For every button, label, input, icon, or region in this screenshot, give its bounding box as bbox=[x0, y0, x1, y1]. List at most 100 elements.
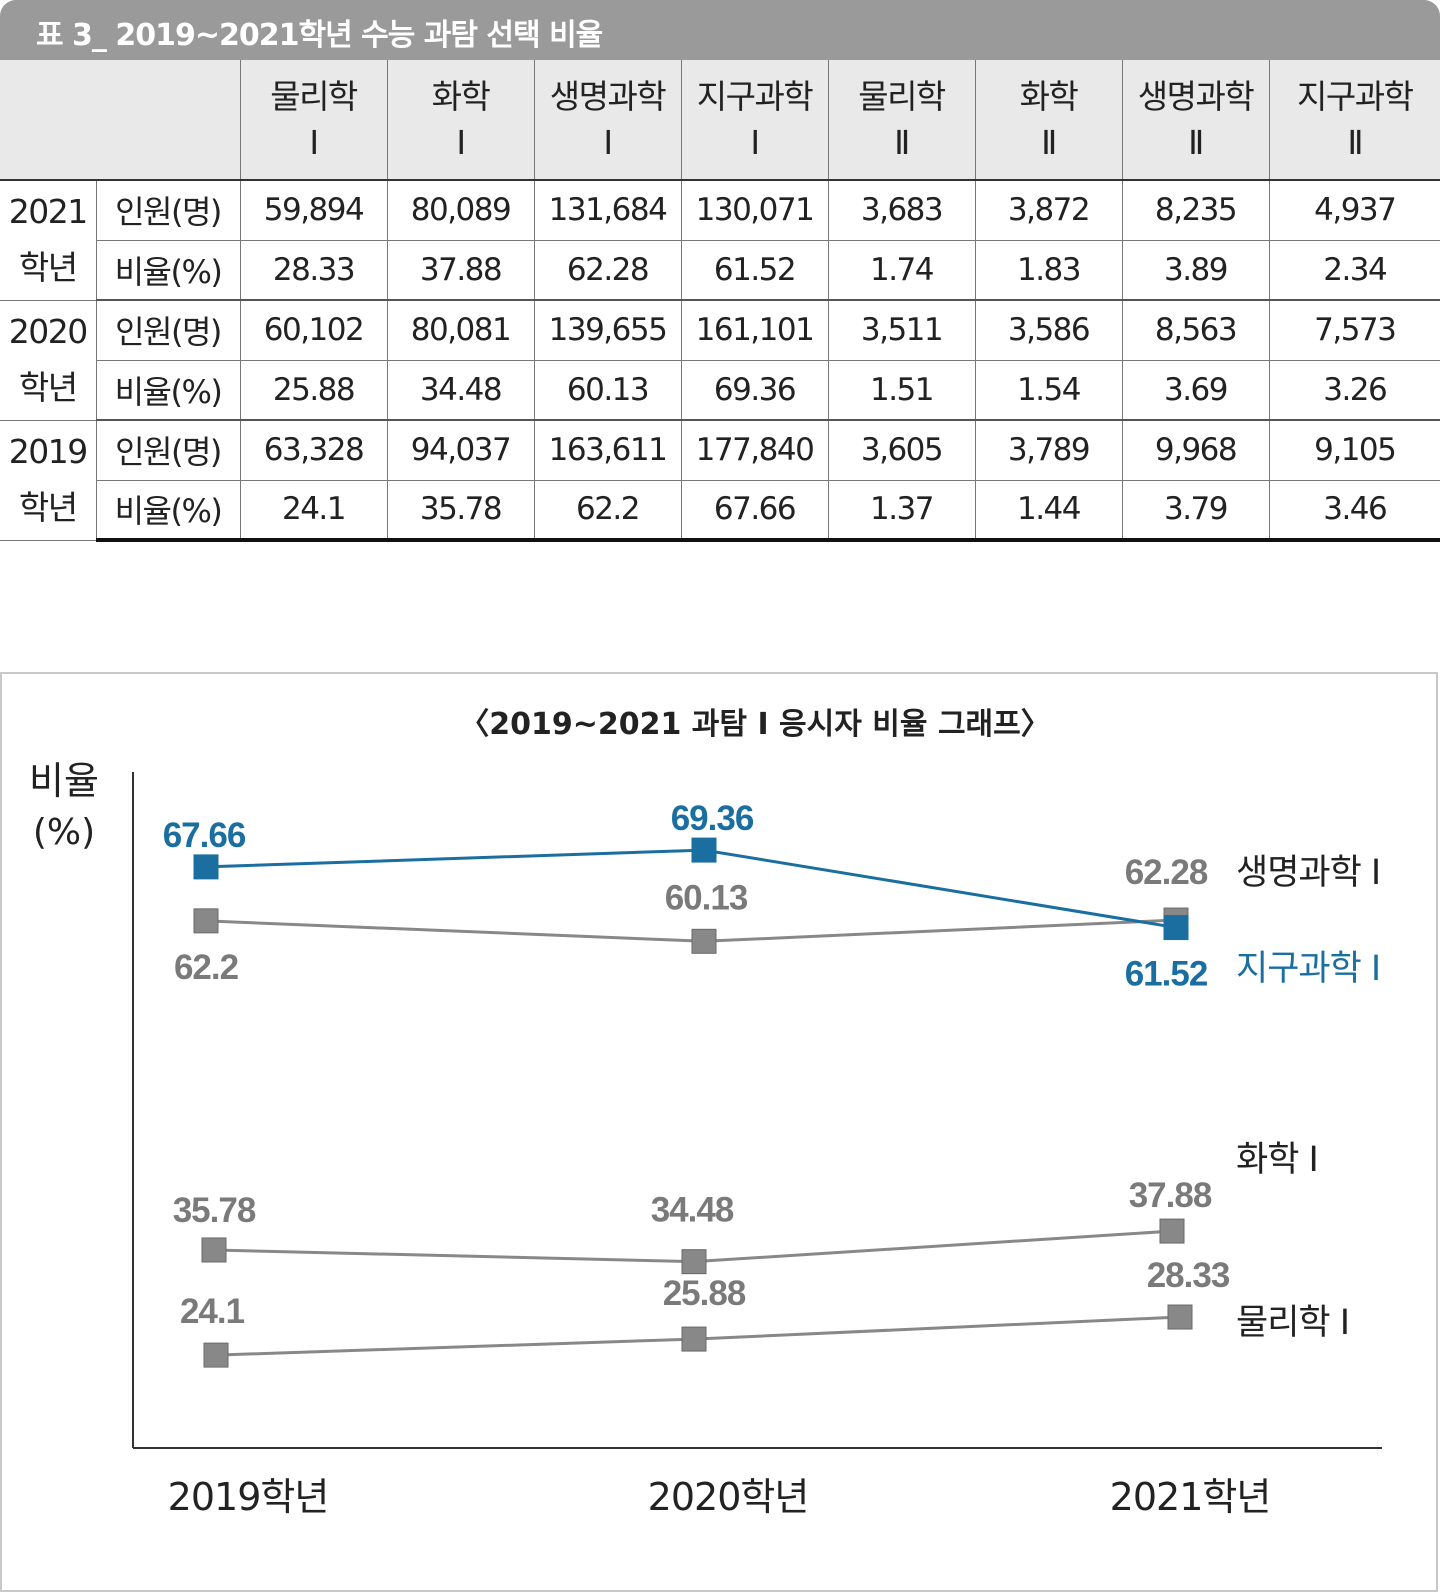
table-cell: 80,081 bbox=[386, 300, 534, 361]
table-cell: 24.1 bbox=[239, 480, 387, 542]
table-cell: 1.37 bbox=[827, 480, 975, 542]
table-cell: 3.79 bbox=[1121, 480, 1269, 542]
table-cell: 69.36 bbox=[680, 360, 828, 421]
table-cell: 3,586 bbox=[974, 300, 1122, 361]
table-cell: 139,655 bbox=[533, 300, 681, 361]
year-cell: 2019 학년 bbox=[0, 420, 96, 541]
row-label: 비율(%) bbox=[95, 480, 240, 542]
header-cell: 물리학 Ⅱ bbox=[827, 60, 975, 181]
table-title-bar: 표 3_ 2019~2021학년 수능 과탐 선택 비율 bbox=[0, 0, 1440, 60]
table-row: 비율(%) 25.88 34.48 60.13 69.36 1.51 1.54 3.69 3.2… bbox=[0, 360, 1440, 421]
table-cell: 63,328 bbox=[239, 420, 387, 481]
data-value-label: 60.13 bbox=[665, 878, 748, 917]
table-cell: 3,605 bbox=[827, 420, 975, 481]
header-cell: 생명과학 Ⅱ bbox=[1121, 60, 1269, 181]
table-cell: 9,968 bbox=[1121, 420, 1269, 481]
data-point-marker bbox=[681, 1326, 707, 1352]
table-cell: 161,101 bbox=[680, 300, 828, 361]
header-cell: 지구과학 Ⅱ bbox=[1268, 60, 1440, 181]
table-cell: 3.26 bbox=[1268, 360, 1440, 421]
table-row: 2019 학년 인원(명) 63,328 94,037 163,611 177,840 3,6… bbox=[0, 420, 1440, 541]
table-cell: 177,840 bbox=[680, 420, 828, 481]
data-value-label: 62.28 bbox=[1125, 853, 1208, 892]
row-label: 인원(명) bbox=[95, 300, 240, 361]
data-point-marker bbox=[203, 1342, 229, 1368]
year-suffix: 학년 bbox=[18, 368, 78, 407]
data-point-marker bbox=[691, 837, 717, 863]
header-cell: 물리학 Ⅰ bbox=[239, 60, 387, 181]
year-cell: 2021 학년 bbox=[0, 180, 96, 301]
series-name-label: 물리학 Ⅰ bbox=[1236, 1303, 1349, 1343]
table-cell: 59,894 bbox=[239, 180, 387, 241]
ratio-table: 물리학 Ⅰ 화학 Ⅰ 생명과학 Ⅰ 지구과학 Ⅰ 물리학 Ⅱ 화학 Ⅱ 생명과학 Ⅱ 지구과학… bbox=[0, 60, 1440, 542]
data-value-label: 67.66 bbox=[163, 816, 246, 855]
data-value-label: 62.2 bbox=[174, 948, 239, 987]
table-cell: 1.74 bbox=[827, 240, 975, 301]
header-cell: 지구과학 Ⅰ bbox=[680, 60, 828, 181]
table-cell: 94,037 bbox=[386, 420, 534, 481]
header-cell: 생명과학 Ⅰ bbox=[533, 60, 681, 181]
year-suffix: 학년 bbox=[18, 248, 78, 288]
table-cell: 131,684 bbox=[533, 180, 681, 241]
table-cell: 80,089 bbox=[386, 180, 534, 241]
table-cell: 60,102 bbox=[239, 300, 387, 361]
table-cell: 8,563 bbox=[1121, 300, 1269, 361]
table-cell: 3,872 bbox=[974, 180, 1122, 241]
table-row: 2020 학년 인원(명) 60,102 80,081 139,655 161,101 3,5… bbox=[0, 300, 1440, 421]
table-cell: 62.28 bbox=[533, 240, 681, 301]
table-row: 2021 학년 인원(명) 59,894 80,089 131,684 130,071 3,6… bbox=[0, 180, 1440, 301]
row-label: 인원(명) bbox=[95, 420, 240, 481]
x-tick-label: 2019학년 bbox=[168, 1475, 329, 1519]
table-row: 비율(%) 24.1 35.78 62.2 67.66 1.37 1.44 3.79 3.46 bbox=[0, 480, 1440, 542]
data-point-marker bbox=[681, 1249, 707, 1275]
table-cell: 67.66 bbox=[680, 480, 828, 542]
chart-frame bbox=[0, 672, 1438, 1592]
data-value-label: 25.88 bbox=[663, 1274, 746, 1313]
year-number: 2021 bbox=[8, 192, 88, 232]
table-row: 비율(%) 28.33 37.88 62.28 61.52 1.74 1.83 3.89 2.3… bbox=[0, 240, 1440, 301]
table-cell: 34.48 bbox=[386, 360, 534, 421]
series-name-label: 생명과학 Ⅰ bbox=[1236, 853, 1380, 893]
data-value-label: 61.52 bbox=[1125, 955, 1208, 994]
data-point-marker bbox=[193, 854, 219, 880]
table-header-row: 물리학 Ⅰ 화학 Ⅰ 생명과학 Ⅰ 지구과학 Ⅰ 물리학 Ⅱ 화학 Ⅱ 생명과학 Ⅱ 지구과학… bbox=[0, 60, 1440, 181]
data-value-label: 69.36 bbox=[671, 799, 754, 838]
table-cell: 3,511 bbox=[827, 300, 975, 361]
x-tick-label: 2020학년 bbox=[648, 1475, 809, 1519]
table-cell: 130,071 bbox=[680, 180, 828, 241]
series-line bbox=[205, 918, 1177, 943]
table-cell: 8,235 bbox=[1121, 180, 1269, 241]
data-value-label: 24.1 bbox=[180, 1292, 245, 1331]
table-cell: 35.78 bbox=[386, 480, 534, 542]
data-point-marker bbox=[1163, 915, 1189, 941]
data-point-marker bbox=[1159, 1218, 1185, 1244]
table-cell: 2.34 bbox=[1268, 240, 1440, 301]
table-cell: 3.46 bbox=[1268, 480, 1440, 542]
table-cell: 62.2 bbox=[533, 480, 681, 542]
row-label: 인원(명) bbox=[95, 180, 240, 241]
table-cell: 163,611 bbox=[533, 420, 681, 481]
table-cell: 4,937 bbox=[1268, 180, 1440, 241]
header-corner bbox=[0, 60, 240, 181]
table-cell: 25.88 bbox=[239, 360, 387, 421]
table-body: 2021 학년 인원(명) 59,894 80,089 131,684 130,071 3,6… bbox=[0, 180, 1440, 542]
series-name-label: 화학 Ⅰ bbox=[1236, 1140, 1318, 1180]
data-point-marker bbox=[193, 908, 219, 934]
y-axis-label: 비율 bbox=[29, 759, 99, 803]
row-label: 비율(%) bbox=[95, 240, 240, 301]
year-cell: 2020 학년 bbox=[0, 300, 96, 421]
table-cell: 3.89 bbox=[1121, 240, 1269, 301]
data-value-label: 34.48 bbox=[651, 1191, 734, 1230]
table-cell: 37.88 bbox=[386, 240, 534, 301]
data-value-label: 37.88 bbox=[1129, 1176, 1212, 1215]
year-number: 2019 bbox=[8, 432, 88, 471]
y-axis-unit: (%) bbox=[33, 812, 95, 853]
table-cell: 3,683 bbox=[827, 180, 975, 241]
x-tick-label: 2021학년 bbox=[1110, 1475, 1271, 1519]
table-cell: 9,105 bbox=[1268, 420, 1440, 481]
table-cell: 60.13 bbox=[533, 360, 681, 421]
header-cell: 화학 Ⅰ bbox=[386, 60, 534, 181]
year-number: 2020 bbox=[8, 312, 88, 351]
table-cell: 3,789 bbox=[974, 420, 1122, 481]
table-cell: 1.83 bbox=[974, 240, 1122, 301]
